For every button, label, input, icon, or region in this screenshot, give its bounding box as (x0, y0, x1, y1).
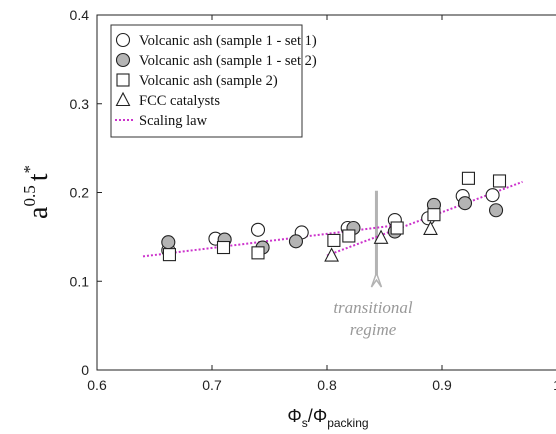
y-tick-label: 0.3 (70, 96, 90, 112)
legend-marker-series-4 (115, 91, 131, 107)
data-point-series-2 (457, 196, 473, 211)
data-point-series-4 (423, 220, 438, 235)
data-point-series-3 (461, 171, 476, 185)
legend-box (110, 24, 303, 138)
x-tick-label: 0.9 (432, 377, 452, 393)
data-point-series-3 (251, 246, 265, 260)
data-point-series-1 (485, 188, 500, 203)
transition-arrowhead (370, 270, 383, 288)
legend-label-series-1: Volcanic ash (sample 1 - set 1) (139, 33, 317, 49)
legend-marker-series-3 (116, 73, 130, 87)
data-point-series-3 (327, 233, 341, 247)
data-point-series-2 (488, 203, 504, 218)
annotation-transitional: transitional (333, 298, 413, 317)
y-tick-label: 0 (81, 362, 89, 378)
data-point-series-3 (390, 221, 404, 235)
annotation-regime: regime (350, 320, 397, 339)
data-point-series-3 (162, 248, 176, 262)
legend-marker-series-2 (115, 52, 131, 68)
svg-text:a0.5t*: a0.5t* (20, 165, 54, 219)
data-point-series-3 (427, 208, 441, 222)
legend-label-series-2: Volcanic ash (sample 1 - set 2) (139, 53, 317, 69)
legend-label-series-3: Volcanic ash (sample 2) (139, 73, 278, 89)
data-point-series-2 (161, 235, 176, 250)
x-tick-label: 0.7 (202, 377, 222, 393)
y-tick-label: 0.4 (70, 7, 90, 23)
legend-label-scaling-law: Scaling law (139, 113, 208, 129)
x-tick-label: 1 (553, 377, 556, 393)
x-tick-label: 0.8 (317, 377, 337, 393)
data-point-series-3 (492, 174, 507, 188)
data-point-series-2 (288, 234, 304, 249)
x-axis-label: Φs/Φpacking (287, 406, 368, 430)
y-tick-label: 0.1 (70, 273, 90, 289)
legend-label-series-4: FCC catalysts (139, 93, 220, 109)
x-tick-label: 0.6 (87, 377, 107, 393)
data-point-series-3 (216, 240, 231, 255)
data-point-series-4 (373, 229, 389, 244)
data-point-series-4 (324, 247, 340, 262)
data-point-series-3 (342, 229, 356, 243)
y-tick-label: 0.2 (70, 185, 90, 201)
data-point-series-1 (250, 222, 266, 237)
y-axis-label: a0.5t* (20, 165, 54, 219)
legend: Volcanic ash (sample 1 - set 1) Volcanic… (110, 24, 317, 138)
legend-marker-series-1 (115, 32, 131, 48)
